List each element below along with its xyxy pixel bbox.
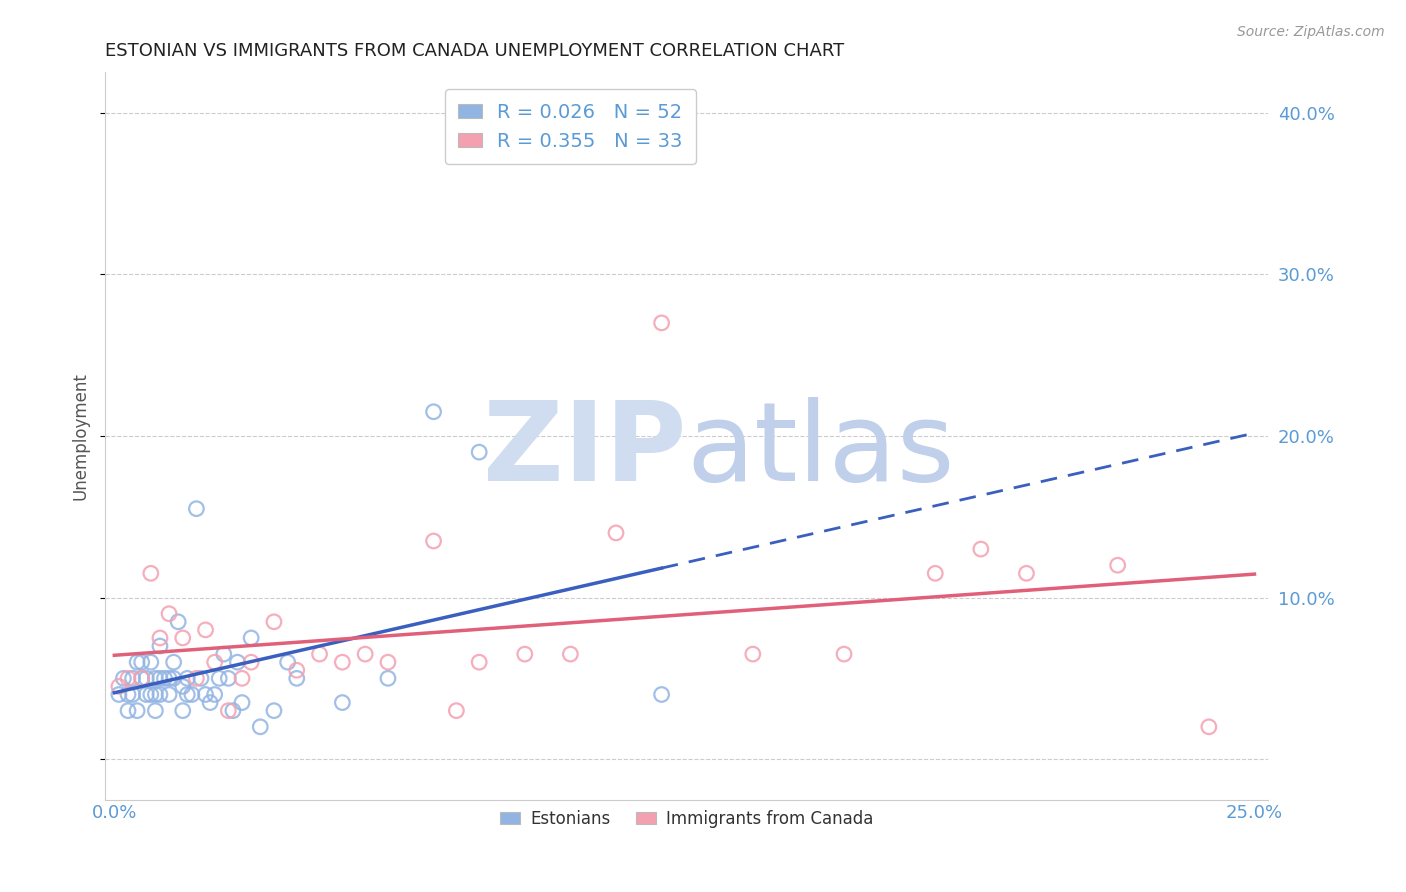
Point: [157, 607, 180, 621]
Point: [186, 671, 208, 685]
Point: [263, 615, 285, 629]
Point: [354, 647, 377, 661]
Legend: Estonians, Immigrants from Canada: Estonians, Immigrants from Canada: [494, 804, 880, 835]
Point: [217, 704, 239, 718]
Point: [308, 647, 330, 661]
Point: [212, 647, 235, 661]
Point: [422, 405, 444, 419]
Point: [131, 671, 153, 685]
Point: [217, 671, 239, 685]
Point: [231, 696, 253, 710]
Point: [198, 696, 221, 710]
Point: [149, 639, 172, 653]
Point: [135, 688, 157, 702]
Point: [285, 663, 308, 677]
Point: [176, 688, 198, 702]
Point: [468, 445, 491, 459]
Point: [131, 655, 153, 669]
Point: [145, 704, 167, 718]
Point: [139, 688, 162, 702]
Point: [560, 647, 582, 661]
Point: [172, 631, 194, 645]
Point: [422, 534, 444, 549]
Point: [186, 501, 208, 516]
Point: [231, 671, 253, 685]
Point: [112, 671, 135, 685]
Point: [176, 671, 198, 685]
Point: [172, 704, 194, 718]
Point: [285, 671, 308, 685]
Point: [204, 688, 226, 702]
Point: [924, 566, 946, 581]
Point: [108, 680, 131, 694]
Point: [162, 671, 184, 685]
Y-axis label: Unemployment: Unemployment: [72, 372, 89, 500]
Point: [1198, 720, 1220, 734]
Point: [332, 655, 354, 669]
Point: [153, 671, 176, 685]
Point: [513, 647, 536, 661]
Point: [180, 688, 202, 702]
Text: Source: ZipAtlas.com: Source: ZipAtlas.com: [1237, 25, 1385, 39]
Point: [226, 655, 249, 669]
Point: [145, 671, 167, 685]
Point: [167, 615, 190, 629]
Point: [222, 704, 245, 718]
Point: [605, 525, 627, 540]
Point: [117, 671, 139, 685]
Point: [157, 688, 180, 702]
Point: [121, 688, 143, 702]
Point: [149, 671, 172, 685]
Point: [145, 688, 167, 702]
Point: [131, 671, 153, 685]
Point: [970, 542, 993, 557]
Point: [1015, 566, 1038, 581]
Point: [127, 655, 149, 669]
Point: [108, 688, 131, 702]
Point: [240, 631, 263, 645]
Point: [263, 704, 285, 718]
Text: atlas: atlas: [686, 397, 955, 504]
Point: [277, 655, 299, 669]
Point: [135, 671, 157, 685]
Point: [651, 688, 673, 702]
Point: [172, 680, 194, 694]
Point: [127, 704, 149, 718]
Point: [194, 623, 217, 637]
Text: ZIP: ZIP: [484, 397, 686, 504]
Point: [832, 647, 855, 661]
Point: [377, 671, 399, 685]
Point: [204, 655, 226, 669]
Point: [249, 720, 271, 734]
Point: [468, 655, 491, 669]
Point: [1107, 558, 1129, 573]
Point: [157, 671, 180, 685]
Point: [139, 655, 162, 669]
Point: [208, 671, 231, 685]
Point: [149, 688, 172, 702]
Point: [117, 704, 139, 718]
Point: [240, 655, 263, 669]
Point: [162, 655, 184, 669]
Point: [149, 631, 172, 645]
Point: [139, 566, 162, 581]
Point: [190, 671, 212, 685]
Text: ESTONIAN VS IMMIGRANTS FROM CANADA UNEMPLOYMENT CORRELATION CHART: ESTONIAN VS IMMIGRANTS FROM CANADA UNEMP…: [105, 42, 845, 60]
Point: [446, 704, 468, 718]
Point: [741, 647, 763, 661]
Point: [377, 655, 399, 669]
Point: [121, 671, 143, 685]
Point: [117, 688, 139, 702]
Point: [651, 316, 673, 330]
Point: [332, 696, 354, 710]
Point: [194, 688, 217, 702]
